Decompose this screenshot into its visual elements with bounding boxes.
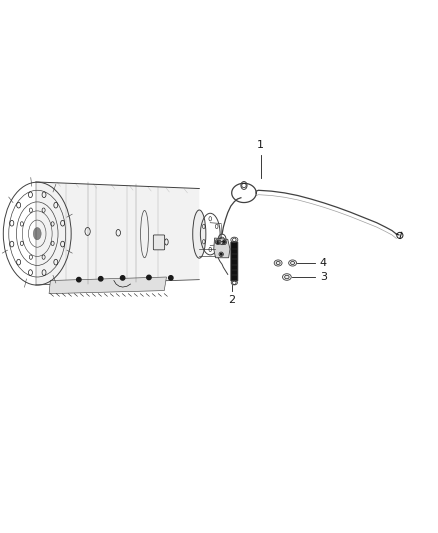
FancyBboxPatch shape xyxy=(153,235,165,250)
Ellipse shape xyxy=(289,260,297,266)
Circle shape xyxy=(217,241,219,243)
Polygon shape xyxy=(36,182,199,285)
Text: 1: 1 xyxy=(257,140,264,150)
Circle shape xyxy=(169,276,173,280)
Ellipse shape xyxy=(33,228,41,240)
Circle shape xyxy=(99,277,103,281)
Text: 4: 4 xyxy=(320,258,327,268)
Circle shape xyxy=(77,278,81,282)
Text: 3: 3 xyxy=(320,272,327,282)
Ellipse shape xyxy=(274,260,282,266)
Polygon shape xyxy=(214,238,230,258)
Polygon shape xyxy=(49,277,166,294)
FancyBboxPatch shape xyxy=(231,242,238,281)
Circle shape xyxy=(220,253,222,255)
Circle shape xyxy=(120,276,125,280)
Ellipse shape xyxy=(193,210,206,258)
Ellipse shape xyxy=(283,274,291,280)
Circle shape xyxy=(147,275,151,280)
Circle shape xyxy=(223,241,225,243)
Text: 2: 2 xyxy=(229,295,236,305)
